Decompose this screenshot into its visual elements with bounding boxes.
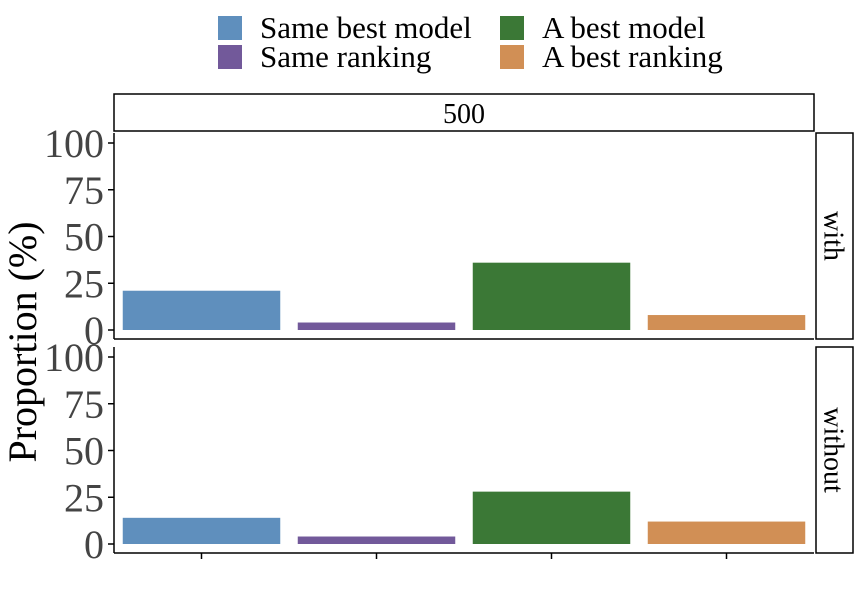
- facet-row-strip: [815, 346, 854, 554]
- bar-without-a-best-model: [472, 491, 631, 544]
- y-axis-label: Proportion (%): [0, 221, 45, 462]
- y-tick-label: 50: [64, 215, 104, 260]
- y-tick-label: 100: [44, 121, 104, 166]
- facet-row-label: with: [818, 211, 849, 261]
- y-tick-label: 25: [64, 475, 104, 520]
- legend-label-a-best-model: A best model: [542, 10, 706, 45]
- legend-label-same-ranking: Same ranking: [260, 39, 431, 74]
- bar-with-same-ranking: [297, 322, 456, 330]
- facet-column-strip-box: [113, 93, 815, 132]
- y-tick-label: 0: [84, 308, 104, 353]
- legend-key-same-best-model: [218, 16, 242, 40]
- legend: Same best model A best model Same ranking A…: [218, 10, 723, 74]
- legend-key-same-ranking: [218, 45, 242, 69]
- y-tick-label: 75: [64, 168, 104, 213]
- bar-without-same-ranking: [297, 536, 456, 544]
- bar-without-a-best-ranking: [647, 521, 806, 544]
- bar-with-a-best-model: [472, 262, 631, 330]
- facet-column-strip: 500: [113, 93, 815, 132]
- legend-label-same-best-model: Same best model: [260, 10, 472, 45]
- facet-column-label: 500: [443, 99, 485, 130]
- legend-key-a-best-ranking: [500, 45, 524, 69]
- facet-row-label: without: [818, 407, 849, 493]
- y-tick-label: 0: [84, 522, 104, 567]
- bar-with-same-best-model: [122, 290, 281, 330]
- bar-without-same-best-model: [122, 517, 281, 544]
- y-tick-label: 25: [64, 261, 104, 306]
- y-tick-label: 75: [64, 382, 104, 427]
- bar-with-a-best-ranking: [647, 315, 806, 330]
- y-tick-label: 50: [64, 429, 104, 474]
- legend-label-a-best-ranking: A best ranking: [542, 39, 723, 74]
- facet-row-strip: [815, 132, 854, 340]
- legend-key-a-best-model: [500, 16, 524, 40]
- y-tick-label: 100: [44, 335, 104, 380]
